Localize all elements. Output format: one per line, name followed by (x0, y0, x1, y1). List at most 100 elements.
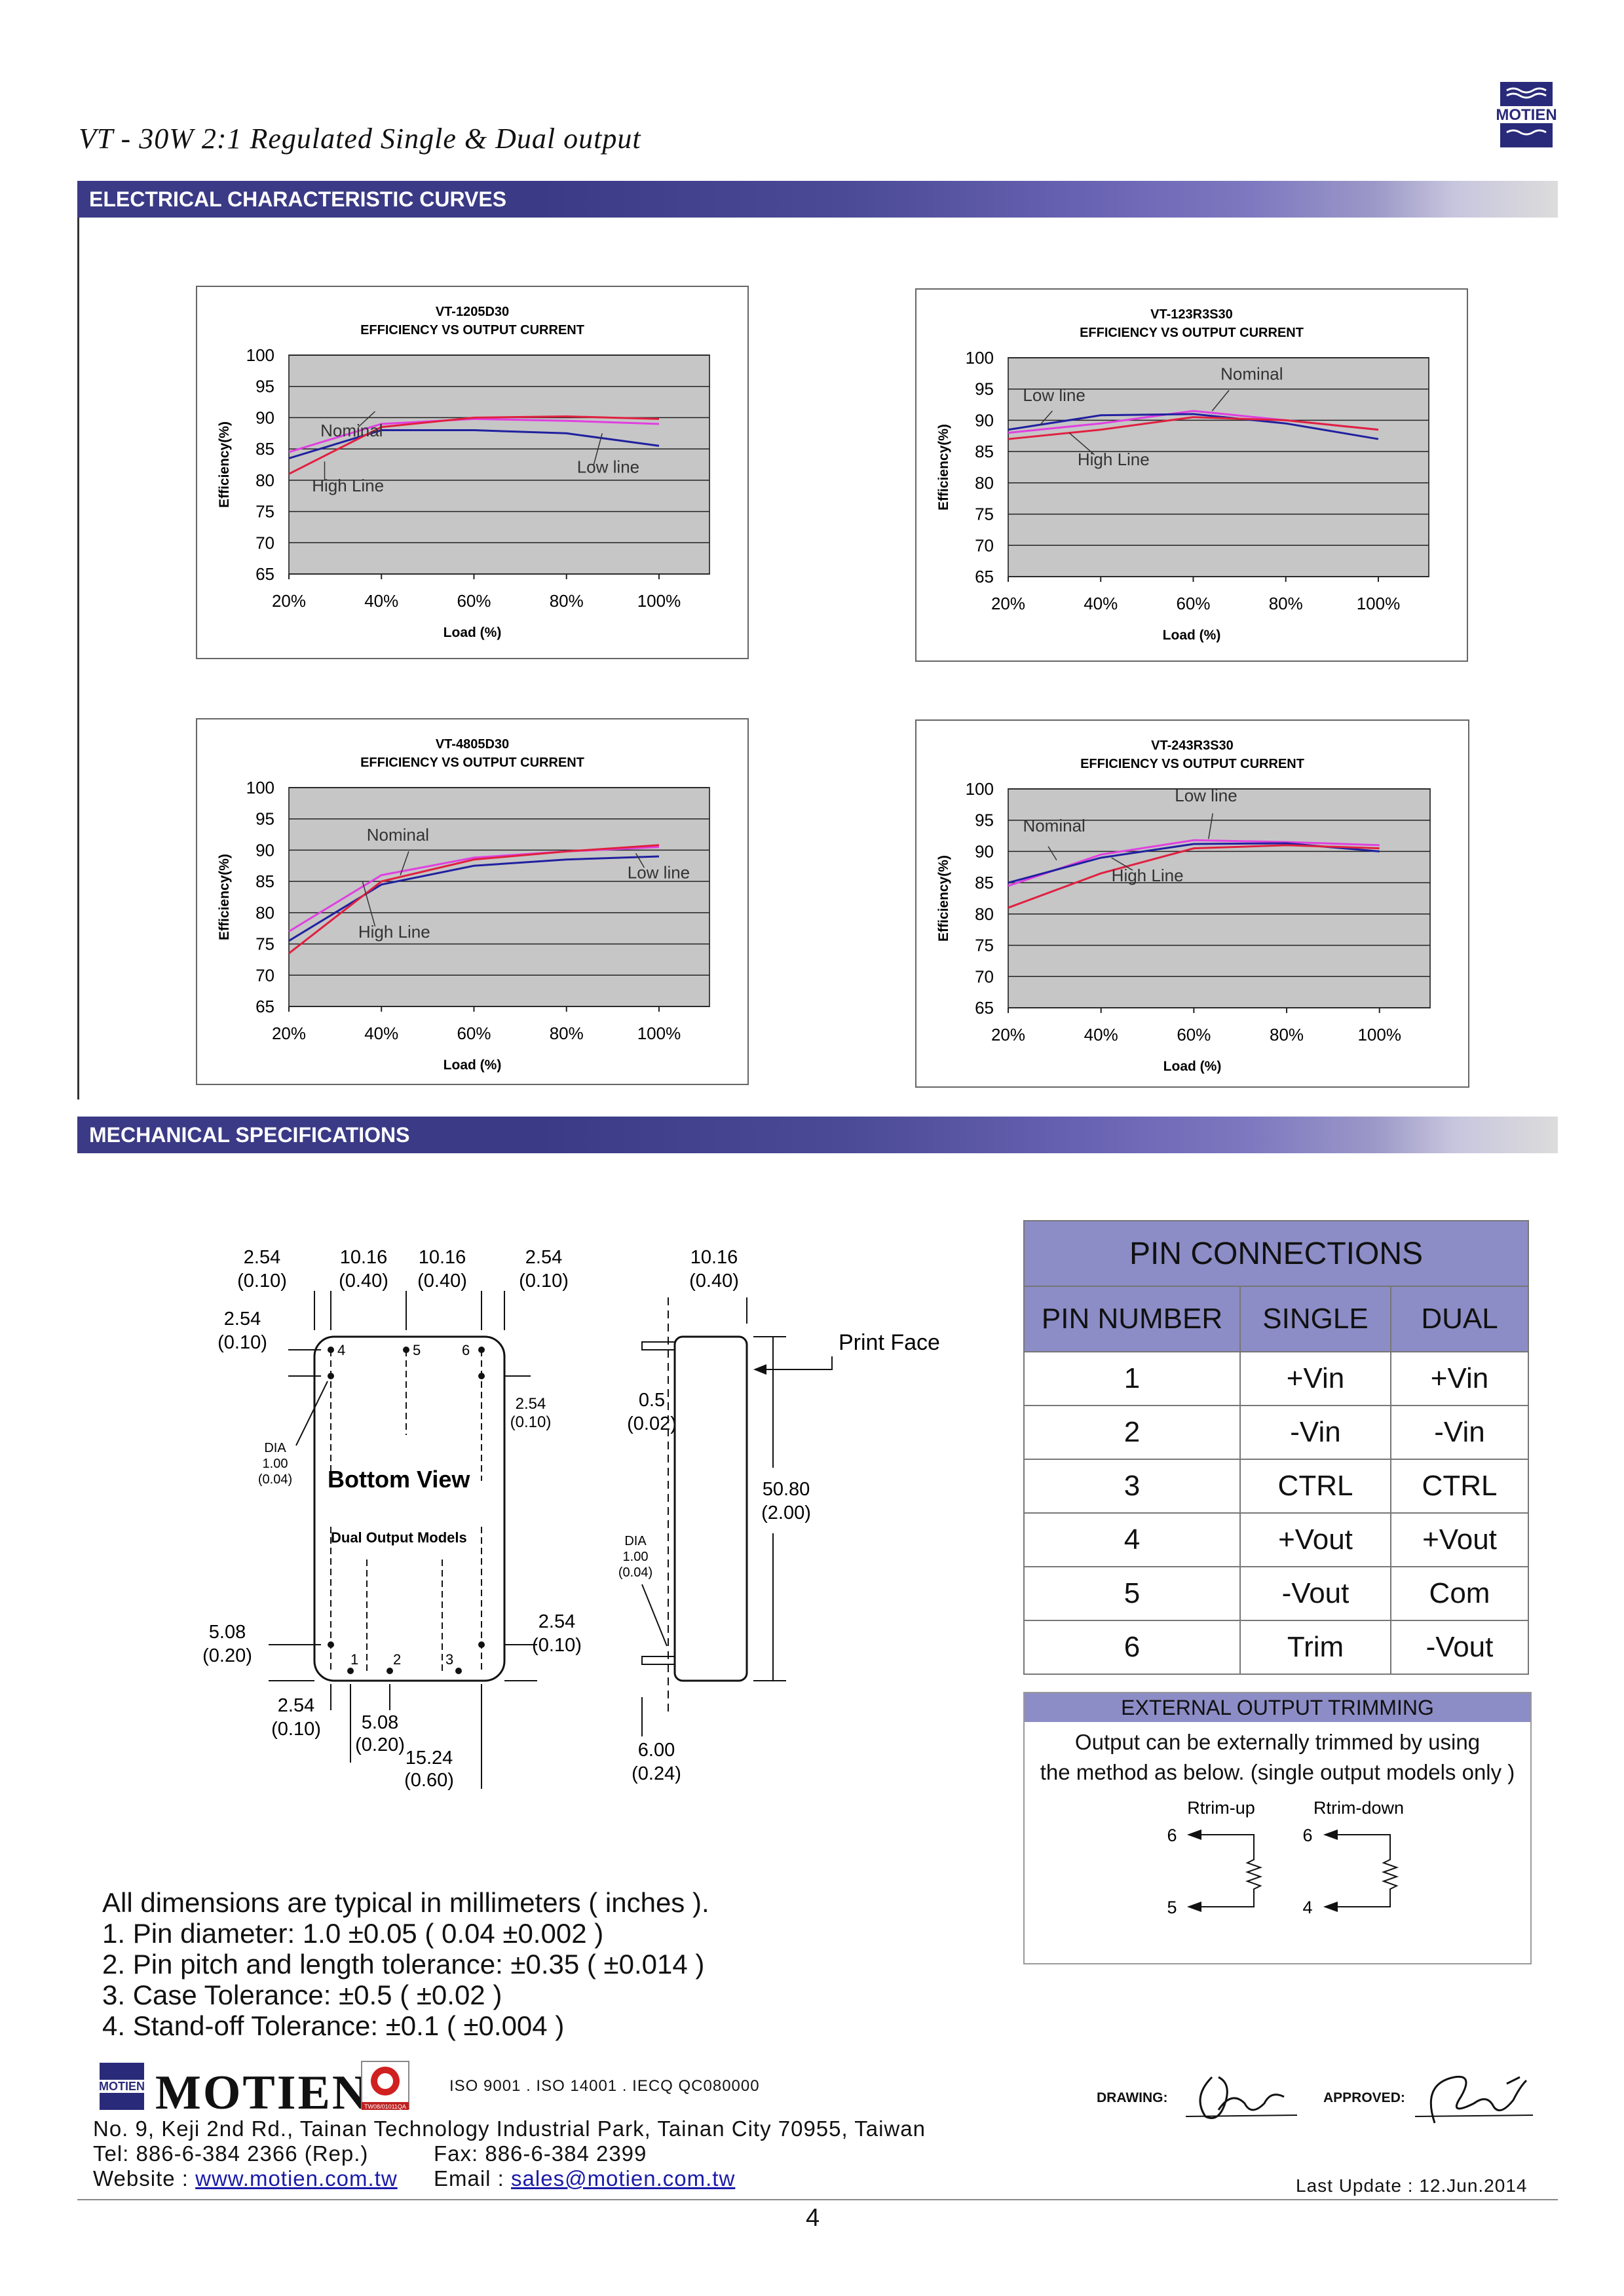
col-single: SINGLE (1239, 1286, 1391, 1352)
svg-text:(0.40): (0.40) (339, 1271, 388, 1292)
annotation-label: Low line (628, 862, 690, 882)
y-tick-label: 85 (255, 871, 274, 891)
svg-text:(0.20): (0.20) (202, 1645, 252, 1666)
mechanical-section-bar: MECHANICAL SPECIFICATIONS (77, 1117, 1558, 1153)
x-axis-label: Load (%) (444, 625, 502, 640)
y-tick-label: 95 (975, 379, 994, 399)
y-tick-label: 85 (975, 873, 994, 892)
x-axis-label: Load (%) (1163, 628, 1221, 643)
y-tick-label: 75 (975, 505, 994, 524)
chart-title: VT-123R3S30 (1150, 307, 1233, 322)
svg-text:(0.10): (0.10) (271, 1719, 321, 1740)
x-axis-label: Load (%) (1163, 1059, 1222, 1074)
y-tick-label: 80 (255, 470, 274, 490)
svg-text:10.16: 10.16 (690, 1247, 738, 1268)
svg-text:1.00: 1.00 (263, 1457, 288, 1471)
y-tick-label: 70 (975, 966, 994, 986)
svg-text:(0.10): (0.10) (510, 1413, 552, 1431)
mechanical-drawing: 4 5 6 1 2 3 Bottom View Dual Output Mode… (202, 1247, 940, 1791)
chart-vt-123r3s30: 100 95 90 85 80 75 70 65 20% 40% 60% 80% 100% VT-123R… (915, 288, 1468, 662)
annotation-label: Nominal (320, 421, 383, 440)
annotation-label: Low line (1023, 385, 1085, 405)
annotation-label: Nominal (367, 825, 429, 845)
svg-text:6.00: 6.00 (638, 1740, 675, 1761)
x-tick-label: 60% (1177, 1025, 1211, 1044)
pin-table-title: PIN CONNECTIONS (1023, 1220, 1529, 1287)
drawing-signature (1185, 2076, 1298, 2119)
svg-text:(0.04): (0.04) (618, 1565, 652, 1580)
x-tick-label: 80% (1270, 1025, 1304, 1044)
pin-connections-table: PIN CONNECTIONS PIN NUMBER SINGLE DUAL 1… (1023, 1220, 1529, 1675)
svg-text:(0.10): (0.10) (519, 1271, 569, 1292)
y-axis-label: Efficiency(%) (936, 855, 951, 942)
y-tick-label: 95 (975, 811, 994, 830)
y-tick-label: 65 (975, 998, 994, 1018)
x-tick-label: 40% (364, 1024, 398, 1043)
pin5-label: 5 (413, 1342, 421, 1358)
y-tick-label: 80 (255, 903, 274, 923)
y-tick-label: 95 (255, 377, 274, 396)
chart-vt-4805d30: 100 95 90 85 80 75 70 65 20% 40% 60% 80% 100% VT-4805… (196, 718, 749, 1085)
series-line-high-line (288, 415, 660, 475)
col-dual: DUAL (1390, 1286, 1529, 1352)
pin3-label: 3 (445, 1651, 453, 1668)
plot-area (1008, 788, 1431, 1008)
x-axis-label: Load (%) (444, 1058, 502, 1073)
chart-subtitle: EFFICIENCY VS OUTPUT CURRENT (360, 756, 584, 770)
x-tick-label: 80% (1269, 594, 1303, 613)
series-line-nominal (288, 417, 660, 453)
svg-text:(0.10): (0.10) (237, 1271, 287, 1292)
svg-text:2.54: 2.54 (525, 1247, 562, 1268)
email-link[interactable]: sales@motien.com.tw (511, 2166, 736, 2191)
y-tick-label: 65 (975, 567, 994, 586)
annotation-label: Low line (1175, 786, 1237, 805)
series-line-low-line (288, 855, 660, 942)
electrical-section-title: ELECTRICAL CHARACTERISTIC CURVES (77, 181, 536, 218)
svg-text:50.80: 50.80 (763, 1479, 810, 1500)
chart-subtitle: EFFICIENCY VS OUTPUT CURRENT (360, 323, 584, 337)
svg-text:Rtrim-down: Rtrim-down (1313, 1798, 1404, 1818)
annotation-leader (1068, 432, 1095, 455)
annotation-leader (1039, 410, 1053, 426)
electrical-section-bar: ELECTRICAL CHARACTERISTIC CURVES (77, 181, 1558, 218)
series-line-nominal (1008, 839, 1380, 887)
svg-text:5.08: 5.08 (362, 1712, 398, 1733)
svg-text:(0.40): (0.40) (689, 1271, 739, 1292)
footer-logo: MOTIEN MOTIEN TW08/01011QA (93, 2061, 409, 2116)
dual-models-label: Dual Output Models (331, 1529, 467, 1546)
svg-text:5.08: 5.08 (209, 1622, 246, 1643)
x-tick-label: 60% (457, 591, 491, 611)
svg-text:0.5: 0.5 (639, 1390, 665, 1411)
annotation-label: Low line (577, 457, 639, 476)
pin2-label: 2 (393, 1651, 401, 1668)
approved-signature (1414, 2075, 1534, 2124)
table-row: 5 -Vout Com (1023, 1566, 1529, 1621)
chart-subtitle: EFFICIENCY VS OUTPUT CURRENT (1080, 326, 1304, 340)
x-tick-label: 100% (637, 1024, 681, 1043)
svg-text:2.54: 2.54 (244, 1247, 280, 1268)
plot-area (288, 787, 710, 1007)
svg-text:4: 4 (1302, 1898, 1312, 1917)
svg-text:2.54: 2.54 (278, 1695, 314, 1716)
trimming-line1: Output can be externally trimmed by usin… (1074, 1730, 1481, 1754)
annotation-leader (1208, 813, 1213, 839)
y-tick-label: 90 (255, 408, 274, 427)
telephone: Tel: 886-6-384 2366 (Rep.) (93, 2141, 369, 2166)
x-tick-label: 80% (550, 591, 584, 611)
pin6-label: 6 (462, 1342, 470, 1358)
y-tick-label: 70 (255, 965, 274, 985)
svg-text:2.54: 2.54 (516, 1395, 546, 1413)
y-tick-label: 100 (966, 348, 994, 368)
mechanical-section-title: MECHANICAL SPECIFICATIONS (77, 1117, 536, 1153)
table-row: 2 -Vin -Vin (1023, 1405, 1529, 1460)
table-row: 3 CTRL CTRL (1023, 1459, 1529, 1514)
chart-title: VT-243R3S30 (1151, 738, 1234, 753)
svg-text:15.24: 15.24 (406, 1748, 453, 1769)
website-link[interactable]: www.motien.com.tw (195, 2166, 398, 2191)
svg-text:2.54: 2.54 (224, 1309, 261, 1330)
chart-vt-243r3s30: 100 95 90 85 80 75 70 65 20% 40% 60% 80% 100% VT-243R… (915, 719, 1469, 1088)
x-tick-label: 40% (364, 591, 398, 611)
x-tick-label: 20% (272, 591, 306, 611)
svg-text:DIA: DIA (264, 1441, 286, 1455)
y-tick-label: 75 (255, 934, 274, 954)
